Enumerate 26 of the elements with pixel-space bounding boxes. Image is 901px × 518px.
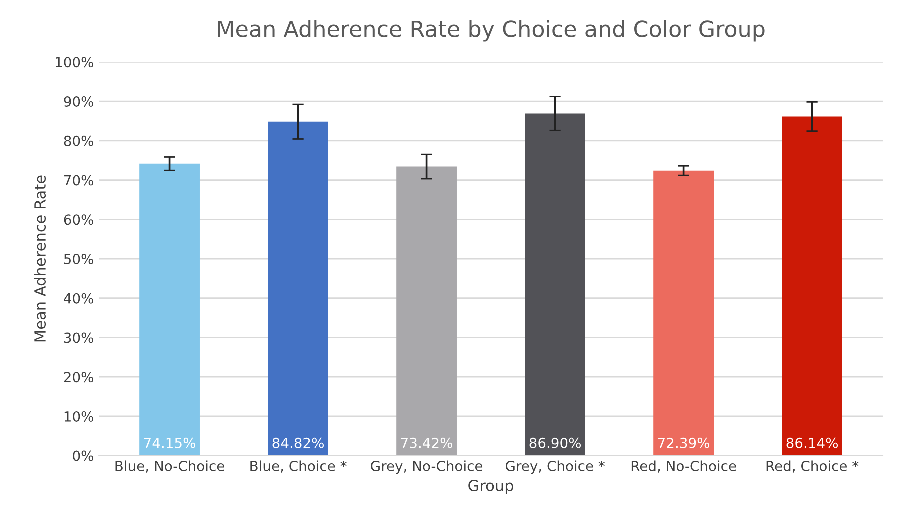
y-tick-label: 20% (64, 372, 94, 383)
y-tick-label: 0% (73, 450, 94, 462)
x-tick-label: Red, Choice * (766, 460, 859, 473)
data-label: 84.82% (272, 438, 324, 448)
x-tick-label: Blue, Choice * (250, 460, 347, 473)
x-axis-title: Group (468, 480, 514, 494)
data-label: 72.39% (658, 438, 710, 448)
y-tick-label: 70% (64, 175, 94, 186)
data-label: 86.90% (530, 438, 582, 448)
data-label: 73.42% (401, 438, 453, 448)
data-label: 74.15% (144, 438, 196, 448)
y-tick-label: 50% (64, 254, 94, 264)
y-tick-label: 10% (64, 411, 94, 422)
y-tick-label: 60% (64, 214, 94, 226)
chart-title: Mean Adherence Rate by Choice and Color Group (218, 20, 765, 42)
x-tick-label: Blue, No-Choice (116, 460, 224, 473)
y-tick-label: 40% (64, 293, 94, 304)
y-tick-label: 90% (64, 96, 94, 107)
y-tick-label: 30% (64, 332, 94, 344)
y-axis-title: Mean Adherence Rate (34, 176, 46, 342)
y-tick-label: 100% (56, 57, 94, 68)
x-tick-label: Grey, No-Choice (371, 460, 483, 474)
y-tick-label: 80% (64, 136, 94, 146)
x-tick-label: Grey, Choice * (506, 460, 605, 474)
x-tick-label: Red, No-Choice (632, 460, 736, 473)
data-label: 86.14% (786, 438, 838, 448)
